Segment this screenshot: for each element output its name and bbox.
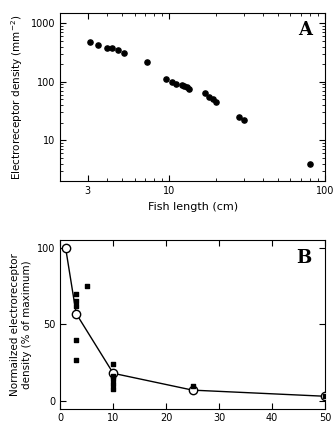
Point bbox=[190, 382, 195, 389]
Point bbox=[73, 290, 79, 297]
Point bbox=[170, 78, 175, 85]
Point bbox=[322, 393, 328, 400]
Point bbox=[110, 45, 115, 52]
Point bbox=[210, 96, 215, 103]
Point bbox=[121, 49, 126, 56]
Point bbox=[73, 336, 79, 343]
Point bbox=[111, 373, 116, 380]
Text: B: B bbox=[296, 249, 312, 267]
Point bbox=[173, 81, 178, 88]
Point bbox=[73, 303, 79, 310]
Point bbox=[84, 283, 89, 289]
Y-axis label: Normailzed electroreceptor
density (% of maximum): Normailzed electroreceptor density (% of… bbox=[10, 253, 31, 396]
Point bbox=[87, 38, 93, 45]
Point bbox=[111, 376, 116, 383]
Point bbox=[111, 361, 116, 368]
Point bbox=[95, 41, 101, 48]
Point bbox=[105, 44, 110, 51]
Point bbox=[182, 83, 187, 89]
Point bbox=[163, 76, 169, 83]
Point bbox=[236, 114, 242, 120]
Point bbox=[307, 160, 313, 167]
Point bbox=[213, 98, 219, 105]
Y-axis label: Electroreceptor density (mm$^{-2}$): Electroreceptor density (mm$^{-2}$) bbox=[10, 15, 25, 180]
Text: A: A bbox=[298, 22, 312, 39]
Point bbox=[111, 381, 116, 387]
Point bbox=[241, 117, 246, 124]
Point bbox=[116, 46, 121, 53]
Point bbox=[202, 89, 208, 96]
X-axis label: Fish length (cm): Fish length (cm) bbox=[147, 202, 238, 212]
Point bbox=[184, 84, 190, 91]
Point bbox=[187, 86, 192, 92]
Point bbox=[73, 298, 79, 305]
Point bbox=[144, 58, 150, 65]
Point bbox=[111, 385, 116, 392]
Point bbox=[206, 93, 212, 100]
Point bbox=[73, 356, 79, 363]
Point bbox=[179, 82, 184, 89]
